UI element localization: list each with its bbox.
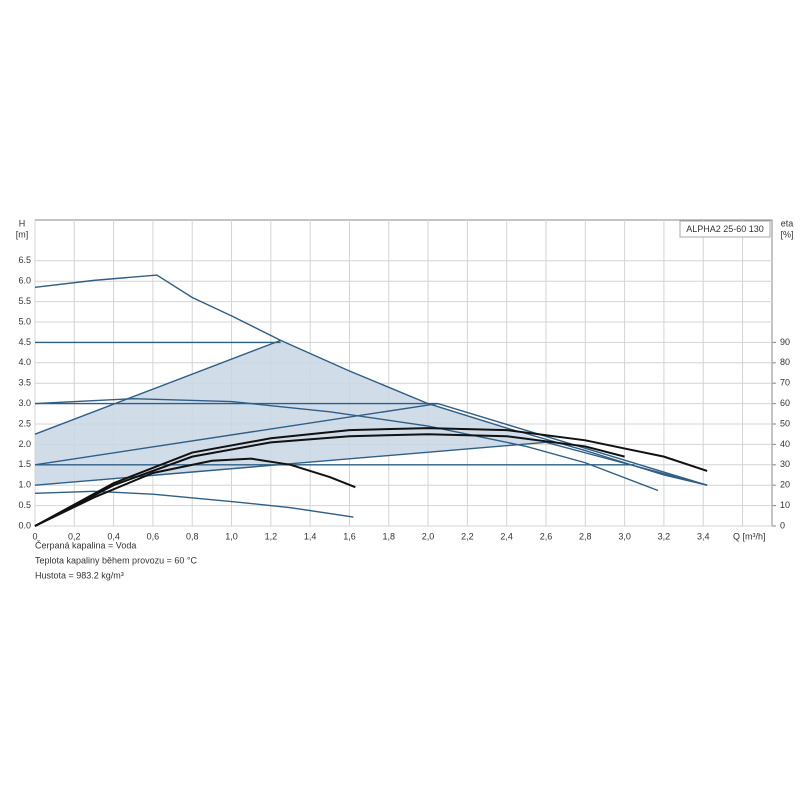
x-tick-label: 3,0 — [618, 531, 631, 541]
operating-region — [35, 340, 546, 486]
x-tick-label: 0,2 — [68, 531, 81, 541]
head-curve — [34, 339, 281, 435]
y-tick-label: 1.5 — [18, 459, 31, 469]
x-tick-label: 0,4 — [107, 531, 120, 541]
x-tick-label: 0,6 — [147, 531, 160, 541]
y-tick-label: 3.5 — [18, 378, 31, 388]
note: Čerpaná kapalina = Voda — [35, 540, 136, 550]
y-tick-label: 5.5 — [18, 296, 31, 306]
y-tick-label: 2.0 — [18, 439, 31, 449]
efficiency-curve — [34, 427, 708, 527]
y2-label: [%] — [780, 229, 793, 239]
y2-label: eta — [781, 218, 794, 228]
y2-tick-label: 90 — [780, 337, 790, 347]
y-label: H — [19, 218, 26, 228]
y-tick-label: 1.0 — [18, 480, 31, 490]
y-tick-label: 5.0 — [18, 316, 31, 326]
head-curve — [34, 398, 659, 492]
x-tick-label: 3,4 — [697, 531, 710, 541]
note: Teplota kapaliny během provozu = 60 °C — [35, 555, 197, 565]
legend-text: ALPHA2 25-60 130 — [686, 224, 764, 234]
y2-tick-label: 70 — [780, 378, 790, 388]
head-curve — [34, 441, 708, 486]
plot-area — [34, 219, 773, 527]
y-tick-label: 3.0 — [18, 398, 31, 408]
x-tick-label: 3,2 — [658, 531, 671, 541]
x-tick-label: 0,8 — [186, 531, 199, 541]
y2-tick-label: 20 — [780, 480, 790, 490]
x-tick-label: 1,4 — [304, 531, 317, 541]
x-tick-label: 1,0 — [225, 531, 238, 541]
y2-tick-label: 0 — [780, 520, 785, 530]
y2-tick-label: 60 — [780, 398, 790, 408]
y-tick-label: 0.5 — [18, 500, 31, 510]
y-tick-label: 4.0 — [18, 357, 31, 367]
x-tick-label: 2,4 — [500, 531, 513, 541]
y-tick-label: 4.5 — [18, 337, 31, 347]
y2-tick-label: 10 — [780, 500, 790, 510]
x-tick-label: 2,6 — [540, 531, 553, 541]
x-label: Q [m³/h] — [733, 531, 766, 541]
y2-tick-label: 80 — [780, 357, 790, 367]
x-tick-label: 1,8 — [383, 531, 396, 541]
y2-tick-label: 30 — [780, 459, 790, 469]
y-label: [m] — [16, 229, 29, 239]
x-tick-label: 1,2 — [265, 531, 278, 541]
efficiency-curve — [34, 457, 356, 527]
head-curve — [34, 402, 708, 486]
y-tick-label: 0.0 — [18, 520, 31, 530]
y-tick-label: 6.0 — [18, 276, 31, 286]
y-tick-label: 2.5 — [18, 418, 31, 428]
x-tick-label: 2,2 — [461, 531, 474, 541]
y-tick-label: 6.5 — [18, 255, 31, 265]
efficiency-curve — [34, 433, 625, 527]
y2-tick-label: 40 — [780, 439, 790, 449]
note: Hustota = 983.2 kg/m³ — [35, 570, 124, 580]
x-tick-label: 0 — [32, 531, 37, 541]
y2-tick-label: 50 — [780, 418, 790, 428]
head-curve — [34, 490, 354, 518]
x-tick-label: 1,6 — [343, 531, 356, 541]
legend-box — [679, 220, 771, 238]
x-tick-label: 2,0 — [422, 531, 435, 541]
x-tick-label: 2,8 — [579, 531, 592, 541]
